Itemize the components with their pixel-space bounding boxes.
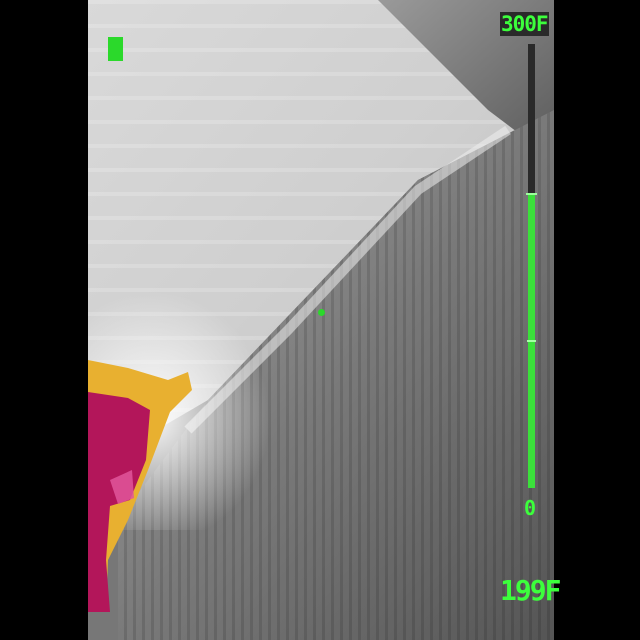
spot-temperature-readout: 199F: [500, 574, 561, 607]
crosshair-icon: [318, 309, 325, 316]
thermal-scene: [88, 0, 554, 640]
scale-min-label: 0: [524, 496, 536, 520]
scale-max-label: 300F: [500, 12, 549, 36]
thermal-image: [88, 0, 554, 640]
scale-mid-tick: [527, 340, 536, 342]
mode-indicator-icon: [108, 37, 123, 61]
scale-level-tick: [526, 193, 537, 195]
